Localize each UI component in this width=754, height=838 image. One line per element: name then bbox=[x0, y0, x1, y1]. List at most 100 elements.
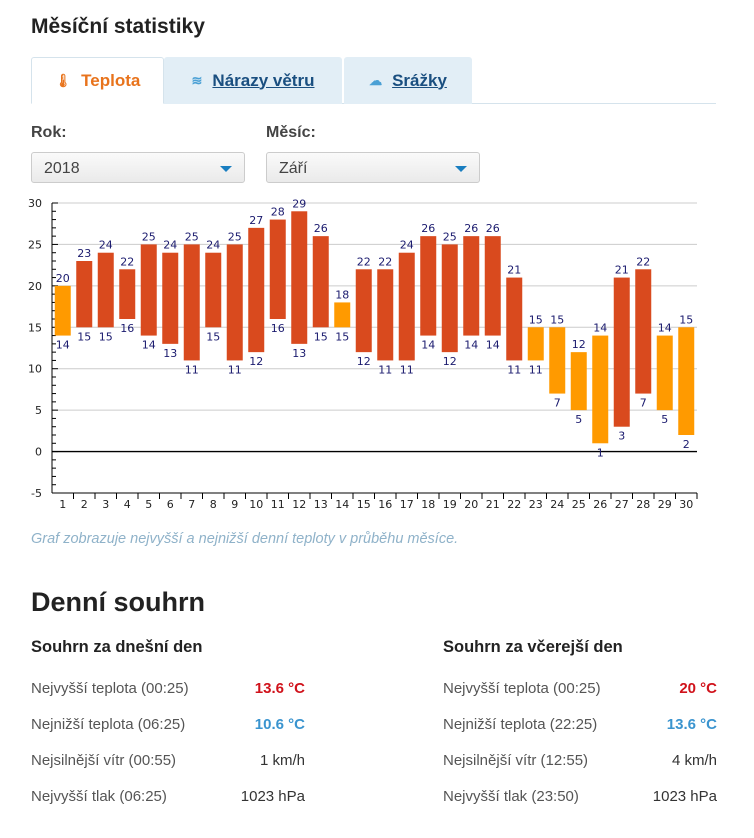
bar-day-26 bbox=[592, 335, 609, 444]
max-label: 22 bbox=[357, 255, 371, 268]
tab-wind-gusts[interactable]: ≋ Nárazy větru bbox=[164, 57, 342, 104]
x-tick-label: 3 bbox=[102, 498, 109, 511]
min-label: 14 bbox=[142, 339, 156, 352]
x-tick-label: 26 bbox=[593, 498, 607, 511]
x-tick-label: 28 bbox=[636, 498, 650, 511]
x-tick-label: 8 bbox=[210, 498, 217, 511]
bar-day-1 bbox=[54, 285, 71, 336]
max-label: 26 bbox=[464, 222, 478, 235]
bar-day-19 bbox=[441, 244, 458, 353]
summary-row: Nejnižší teplota (22:25) 13.6 °C bbox=[443, 715, 717, 733]
bar-day-24 bbox=[549, 327, 566, 394]
bar-day-14 bbox=[334, 302, 351, 328]
x-tick-label: 30 bbox=[679, 498, 693, 511]
x-tick-label: 18 bbox=[421, 498, 435, 511]
tab-bar: 🌡︎ Teplota ≋ Nárazy větru ☁ Srážky bbox=[31, 57, 716, 104]
y-tick-label: 5 bbox=[35, 404, 42, 417]
bar-day-2 bbox=[76, 261, 93, 328]
x-tick-label: 5 bbox=[145, 498, 152, 511]
x-tick-label: 11 bbox=[271, 498, 285, 511]
min-label: 14 bbox=[421, 339, 435, 352]
min-label: 2 bbox=[683, 438, 690, 451]
bar-day-7 bbox=[183, 244, 200, 361]
x-tick-label: 25 bbox=[572, 498, 586, 511]
bar-day-29 bbox=[656, 335, 673, 411]
max-label: 27 bbox=[249, 214, 263, 227]
max-label: 21 bbox=[507, 264, 521, 277]
x-tick-label: 21 bbox=[486, 498, 500, 511]
bar-day-10 bbox=[248, 227, 265, 353]
bar-day-21 bbox=[484, 236, 501, 336]
min-label: 3 bbox=[618, 430, 625, 443]
x-tick-label: 14 bbox=[335, 498, 349, 511]
summary-row: Nejnižší teplota (06:25) 10.6 °C bbox=[31, 715, 305, 733]
chevron-down-icon bbox=[455, 166, 467, 172]
y-tick-label: 10 bbox=[28, 363, 42, 376]
min-label: 5 bbox=[575, 413, 582, 426]
month-select[interactable]: Září bbox=[266, 152, 480, 183]
tab-precipitation[interactable]: ☁ Srážky bbox=[344, 57, 472, 104]
min-label: 7 bbox=[554, 397, 561, 410]
temperature-chart: -505101520253012014223153241542216525146… bbox=[28, 197, 698, 511]
max-label: 23 bbox=[77, 247, 91, 260]
x-tick-label: 20 bbox=[464, 498, 478, 511]
bar-day-11 bbox=[269, 219, 286, 319]
x-tick-label: 29 bbox=[658, 498, 672, 511]
y-tick-label: -5 bbox=[31, 487, 42, 500]
year-select[interactable]: 2018 bbox=[31, 152, 245, 183]
max-label: 25 bbox=[228, 230, 242, 243]
rain-cloud-icon: ☁ bbox=[369, 72, 383, 88]
x-tick-label: 2 bbox=[81, 498, 88, 511]
x-tick-label: 16 bbox=[378, 498, 392, 511]
min-label: 11 bbox=[378, 363, 392, 376]
max-label: 28 bbox=[271, 206, 285, 219]
max-label: 14 bbox=[658, 322, 672, 335]
min-label: 16 bbox=[271, 322, 285, 335]
month-label: Měsíc: bbox=[266, 124, 316, 141]
summary-today-title: Souhrn za dnešní den bbox=[31, 638, 203, 656]
x-tick-label: 23 bbox=[529, 498, 543, 511]
bar-day-15 bbox=[355, 269, 372, 353]
min-label: 14 bbox=[486, 339, 500, 352]
summary-yesterday: Souhrn za včerejší den Nejvyšší teplota … bbox=[443, 638, 717, 814]
min-label: 1 bbox=[597, 446, 604, 459]
min-label: 15 bbox=[77, 330, 91, 343]
bar-day-9 bbox=[226, 244, 243, 361]
summary-row: Nejsilnější vítr (00:55) 1 km/h bbox=[31, 751, 305, 769]
x-tick-label: 22 bbox=[507, 498, 521, 511]
bar-day-3 bbox=[97, 252, 114, 328]
bar-day-4 bbox=[119, 269, 136, 319]
max-label: 20 bbox=[56, 272, 70, 285]
x-tick-label: 7 bbox=[188, 498, 195, 511]
min-label: 15 bbox=[206, 330, 220, 343]
summary-row: Nejvyšší teplota (00:25) 13.6 °C bbox=[31, 679, 305, 697]
bar-day-12 bbox=[291, 211, 308, 344]
min-label: 11 bbox=[507, 363, 521, 376]
max-label: 24 bbox=[400, 239, 414, 252]
max-label: 14 bbox=[593, 322, 607, 335]
max-label: 24 bbox=[163, 239, 177, 252]
y-tick-label: 20 bbox=[28, 280, 42, 293]
bar-day-22 bbox=[506, 277, 523, 361]
min-label: 11 bbox=[228, 363, 242, 376]
max-label: 15 bbox=[529, 313, 543, 326]
x-tick-label: 12 bbox=[292, 498, 306, 511]
min-label: 7 bbox=[640, 397, 647, 410]
x-tick-label: 24 bbox=[550, 498, 564, 511]
x-tick-label: 13 bbox=[314, 498, 328, 511]
summary-today: Souhrn za dnešní den Nejvyšší teplota (0… bbox=[31, 638, 305, 814]
page-title: Měsíční statistiky bbox=[31, 15, 205, 38]
max-label: 12 bbox=[572, 338, 586, 351]
bar-day-5 bbox=[140, 244, 157, 336]
max-label: 15 bbox=[550, 313, 564, 326]
summary-yesterday-title: Souhrn za včerejší den bbox=[443, 638, 623, 656]
max-label: 25 bbox=[185, 230, 199, 243]
tab-temperature[interactable]: 🌡︎ Teplota bbox=[31, 57, 164, 104]
max-label: 26 bbox=[486, 222, 500, 235]
min-label: 13 bbox=[163, 347, 177, 360]
summary-row: Nejsilnější vítr (12:55) 4 km/h bbox=[443, 751, 717, 769]
summary-row: Nejvyšší tlak (06:25) 1023 hPa bbox=[31, 787, 305, 805]
x-tick-label: 17 bbox=[400, 498, 414, 511]
max-label: 22 bbox=[120, 255, 134, 268]
wind-icon: ≋ bbox=[191, 72, 203, 88]
